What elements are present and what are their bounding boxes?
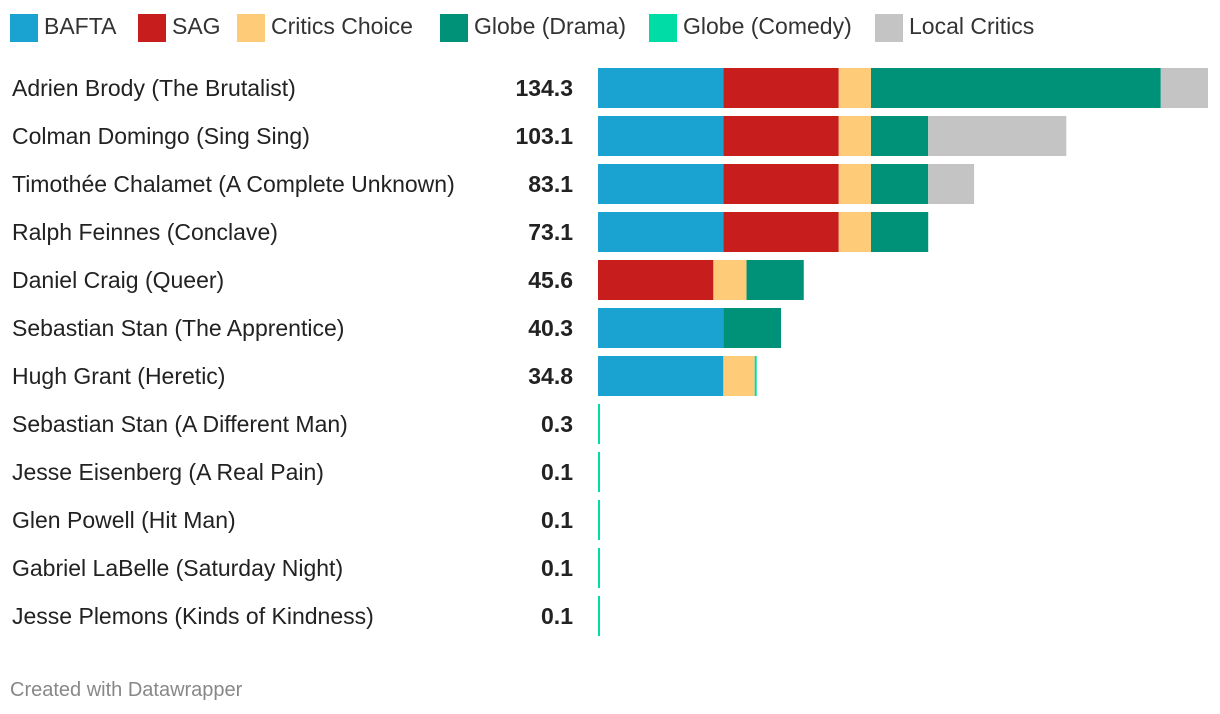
row-total-value: 73.1: [528, 219, 573, 245]
bar-segment-globe-comedy: [598, 452, 600, 492]
legend-label-local-critics: Local Critics: [909, 13, 1034, 39]
bar-segment-globe-drama: [746, 260, 804, 300]
legend-swatch-critics-choice: [237, 14, 265, 42]
row-total-value: 134.3: [515, 75, 573, 101]
bar-segment-globe-drama: [870, 68, 1161, 108]
bar-segment-globe-drama: [870, 116, 929, 156]
row-label: Jesse Eisenberg (A Real Pain): [12, 459, 324, 485]
bar-segment-sag: [723, 164, 839, 204]
legend-swatch-globe-drama: [440, 14, 468, 42]
row-total-value: 40.3: [528, 315, 573, 341]
row-label: Daniel Craig (Queer): [12, 267, 224, 293]
legend-label-globe-comedy: Globe (Comedy): [683, 13, 852, 39]
legend-label-sag: SAG: [172, 13, 221, 39]
row-label: Glen Powell (Hit Man): [12, 507, 236, 533]
bar-segment-globe-drama: [870, 164, 929, 204]
bar-segment-globe-drama: [870, 212, 929, 252]
row-label: Timothée Chalamet (A Complete Unknown): [12, 171, 455, 197]
row-label: Hugh Grant (Heretic): [12, 363, 225, 389]
footer-credit: Created with Datawrapper: [10, 679, 243, 701]
bar-segment-critics-choice: [838, 68, 871, 108]
bar-segment-bafta: [598, 68, 724, 108]
bar-segment-critics-choice: [713, 260, 747, 300]
bar-segment-sag: [723, 212, 839, 252]
bar-segment-globe-comedy: [598, 500, 600, 540]
row-label: Sebastian Stan (The Apprentice): [12, 315, 344, 341]
legend-swatch-globe-comedy: [649, 14, 677, 42]
bar-segment-sag: [723, 116, 839, 156]
chart-rows: Adrien Brody (The Brutalist) 134.3 Colman …: [12, 68, 1208, 636]
row-total-value: 34.8: [528, 363, 573, 389]
row-label: Gabriel LaBelle (Saturday Night): [12, 555, 343, 581]
bar-segment-critics-choice: [723, 356, 755, 396]
row-total-value: 103.1: [515, 123, 573, 149]
legend-label-globe-drama: Globe (Drama): [474, 13, 626, 39]
bar-segment-globe-comedy: [598, 404, 600, 444]
row-total-value: 83.1: [528, 171, 573, 197]
bar-segment-critics-choice: [838, 116, 871, 156]
bar-segment-bafta: [598, 308, 724, 348]
row-label: Jesse Plemons (Kinds of Kindness): [12, 603, 374, 629]
bar-segment-local-critics: [1160, 68, 1208, 108]
bar-segment-critics-choice: [838, 164, 871, 204]
bar-segment-critics-choice: [838, 212, 871, 252]
bar-segment-bafta: [598, 164, 724, 204]
bar-segment-globe-drama: [723, 308, 782, 348]
row-label: Adrien Brody (The Brutalist): [12, 75, 296, 101]
legend-label-critics-choice: Critics Choice: [271, 13, 413, 39]
bar-segment-sag: [598, 260, 714, 300]
legend-swatch-local-critics: [875, 14, 903, 42]
legend-swatch-sag: [138, 14, 166, 42]
row-total-value: 0.1: [541, 459, 573, 485]
row-label: Ralph Feinnes (Conclave): [12, 219, 278, 245]
bar-segment-bafta: [598, 212, 724, 252]
bar-segment-globe-comedy: [754, 356, 757, 396]
row-total-value: 0.1: [541, 555, 573, 581]
row-total-value: 45.6: [528, 267, 573, 293]
row-total-value: 0.1: [541, 507, 573, 533]
bar-segment-bafta: [598, 116, 724, 156]
bar-segment-sag: [723, 68, 839, 108]
row-total-value: 0.3: [541, 411, 573, 437]
bar-segment-globe-comedy: [598, 596, 600, 636]
row-label: Colman Domingo (Sing Sing): [12, 123, 310, 149]
legend-swatch-bafta: [10, 14, 38, 42]
bar-segment-bafta: [598, 356, 724, 396]
bar-segment-globe-comedy: [598, 548, 600, 588]
legend-label-bafta: BAFTA: [44, 13, 117, 39]
legend: BAFTA SAG Critics Choice Globe (Drama) Globe…: [10, 13, 1034, 42]
row-total-value: 0.1: [541, 603, 573, 629]
bar-segment-local-critics: [928, 164, 975, 204]
bar-segment-local-critics: [928, 116, 1067, 156]
row-label: Sebastian Stan (A Different Man): [12, 411, 348, 437]
